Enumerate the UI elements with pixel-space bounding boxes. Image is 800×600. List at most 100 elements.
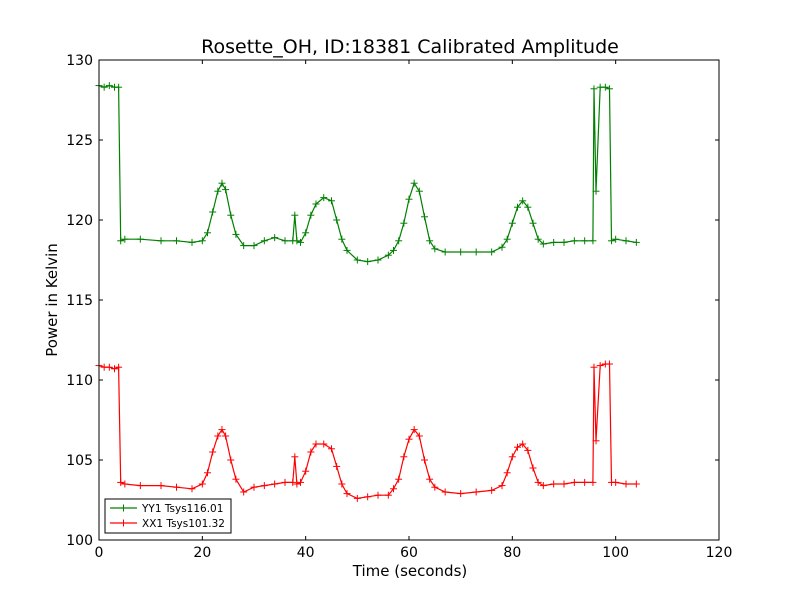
data-point	[297, 478, 304, 486]
data-point	[514, 443, 521, 451]
data-point	[117, 237, 125, 245]
data-point	[136, 235, 144, 243]
x-tick-label: 0	[95, 545, 104, 561]
legend-label: XX1 Tsys101.32	[142, 518, 225, 530]
data-point	[100, 83, 108, 91]
series-layer	[95, 82, 640, 502]
data-point	[320, 440, 328, 448]
data-point	[415, 187, 423, 195]
data-point	[338, 480, 346, 488]
y-tick-label: 105	[66, 453, 93, 469]
data-point	[105, 82, 113, 90]
data-point	[297, 238, 304, 246]
data-point	[281, 237, 289, 245]
data-point	[457, 490, 465, 498]
data-point	[390, 485, 397, 493]
data-point	[240, 242, 248, 250]
series-line	[98, 363, 637, 500]
data-point	[374, 491, 382, 499]
data-point	[204, 229, 211, 237]
x-tick-label: 60	[400, 545, 418, 561]
data-point	[596, 362, 604, 370]
data-point	[410, 179, 418, 187]
data-point	[364, 258, 372, 266]
data-point	[105, 363, 113, 371]
data-point	[426, 475, 434, 483]
data-point	[307, 211, 315, 219]
data-point	[529, 464, 537, 472]
y-tick-label: 110	[66, 373, 93, 389]
series-1	[95, 360, 640, 502]
data-point	[488, 486, 496, 494]
data-point	[214, 187, 222, 195]
data-point	[260, 482, 268, 490]
data-point	[612, 235, 620, 243]
data-point	[302, 467, 310, 475]
data-point	[307, 448, 315, 456]
data-point	[293, 480, 301, 488]
data-point	[529, 219, 537, 227]
data-point	[589, 478, 597, 486]
data-point	[121, 235, 129, 243]
data-point	[592, 187, 600, 195]
data-point	[405, 435, 413, 443]
data-point	[328, 197, 335, 205]
data-point	[550, 480, 558, 488]
data-point	[592, 437, 600, 445]
legend: YY1 Tsys116.01 XX1 Tsys101.32	[104, 498, 232, 534]
data-point	[173, 237, 180, 245]
data-point	[622, 237, 630, 245]
data-point	[364, 493, 372, 501]
data-point	[608, 237, 616, 245]
data-point	[395, 475, 403, 483]
data-point	[431, 483, 439, 491]
data-point	[338, 235, 346, 243]
y-tick-label: 100	[66, 533, 93, 549]
data-point	[333, 462, 341, 470]
data-point	[214, 432, 222, 440]
data-point	[343, 246, 351, 254]
data-point	[136, 482, 144, 490]
data-point	[302, 229, 310, 237]
data-point	[271, 234, 279, 242]
data-point	[539, 240, 547, 248]
data-point	[218, 426, 226, 434]
data-point	[590, 85, 598, 93]
data-point	[570, 237, 578, 245]
data-point	[395, 237, 403, 245]
data-point	[605, 360, 613, 368]
x-tick-label: 100	[602, 545, 629, 561]
data-point	[524, 203, 532, 211]
legend-items: YY1 Tsys116.01 XX1 Tsys101.32	[110, 503, 225, 530]
legend-item: XX1 Tsys101.32	[110, 518, 225, 530]
data-point	[589, 237, 597, 245]
data-point	[431, 245, 439, 253]
x-tick-label: 20	[193, 545, 211, 561]
data-point	[240, 488, 248, 496]
y-tick-label: 130	[66, 53, 93, 69]
data-point	[405, 195, 413, 203]
data-point	[508, 219, 516, 227]
data-point	[498, 243, 506, 251]
data-point	[291, 211, 299, 219]
y-tick-label: 120	[66, 213, 93, 229]
data-point	[519, 197, 527, 205]
data-point	[232, 475, 240, 483]
legend-box	[104, 498, 232, 534]
data-point	[560, 480, 568, 488]
data-point	[415, 432, 423, 440]
data-point	[291, 453, 299, 461]
data-point	[111, 365, 118, 373]
legend-item: YY1 Tsys116.01	[110, 503, 223, 515]
data-point	[157, 237, 165, 245]
data-point	[209, 448, 217, 456]
data-point	[312, 440, 320, 448]
data-point	[209, 208, 217, 216]
data-point	[524, 446, 532, 454]
data-point	[590, 363, 598, 371]
data-point	[581, 478, 589, 486]
data-point	[188, 485, 196, 493]
data-point	[293, 237, 301, 245]
x-tick-label: 80	[503, 545, 521, 561]
